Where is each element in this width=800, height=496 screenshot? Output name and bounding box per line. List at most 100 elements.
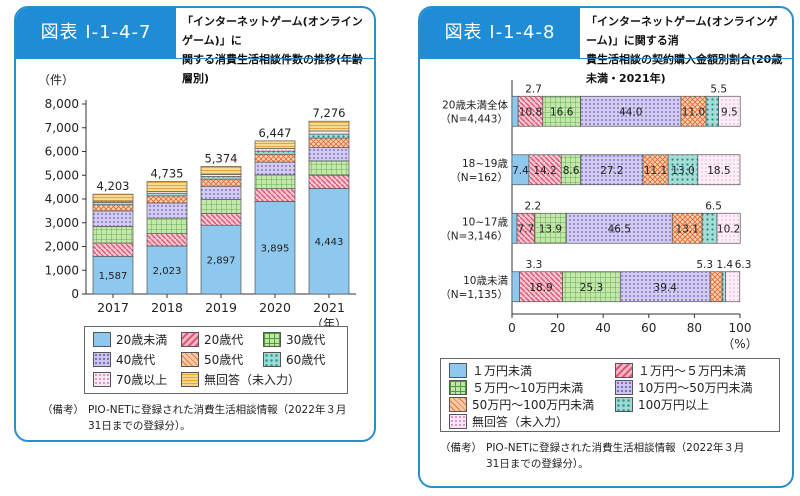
- note-line: PIO-NETに登録された消費生活相談情報（2022年３月: [88, 404, 347, 416]
- bar-segment: [511, 95, 519, 127]
- bar-total-label: 5,374: [205, 151, 238, 165]
- callout-label: 6.3: [735, 259, 752, 271]
- legend-item: ５万円～10万円未満: [449, 379, 583, 396]
- legend-item: １万円未満: [449, 362, 532, 379]
- bar-data-label: 27.2: [600, 165, 623, 177]
- bar-data-label: 13.0: [671, 165, 694, 177]
- bar-segment: [667, 154, 699, 186]
- row-category-n: （N=4,443）: [440, 113, 508, 125]
- x-tick-label: 2021: [313, 300, 345, 315]
- legend-label: 60歳代: [286, 353, 326, 367]
- bar-segment: [146, 233, 188, 247]
- bar-segment: [254, 148, 296, 152]
- figure-id: 図表 I-1-4-8: [420, 8, 580, 58]
- bar-data-label: 25.3: [580, 282, 603, 294]
- bar-segment: [308, 120, 350, 132]
- bar-segment: [92, 204, 134, 212]
- bar-segment: [517, 95, 544, 127]
- row-category-label: 10歳未満: [463, 275, 508, 287]
- legend-item: 50歳代: [181, 351, 243, 368]
- legend-label: 20歳代: [204, 333, 244, 347]
- legend-swatch: [93, 352, 111, 367]
- bar-segment: [200, 178, 242, 187]
- y-tick-label: 5,000: [45, 168, 79, 182]
- legend-item: 40歳代: [93, 351, 155, 368]
- bar-segment: [92, 210, 134, 227]
- bar-segment: [308, 160, 350, 176]
- legend-swatch: [449, 414, 467, 429]
- legend-swatch: [181, 372, 199, 387]
- legend-label: 10万円～50万円未満: [638, 381, 753, 395]
- bar-total-label: 7,276: [313, 106, 346, 120]
- bar-segment: [701, 212, 718, 244]
- bar-segment: [308, 188, 350, 295]
- bar-segment: [92, 193, 134, 202]
- legend-swatch: [449, 363, 467, 378]
- bar-data-label: 3,895: [261, 244, 290, 255]
- bar-segment: [146, 217, 188, 234]
- x-tick-label: 80: [687, 321, 702, 335]
- bar-segment: [511, 271, 520, 303]
- figure-panel-right: 図表 I-1-4-8 「インターネットゲーム(オンラインゲーム)」に関する消 費…: [418, 6, 794, 488]
- stacked-bar-chart: （件） 0 1,000 2,000 3,000 4,000 5,000 6,000 7,000 8…: [38, 73, 356, 331]
- bar-segment: [146, 181, 188, 192]
- y-tick-label: 7,000: [45, 121, 79, 135]
- figure-title: 「インターネットゲーム(オンラインゲーム)」に関する消 費生活相談の契約購入金額…: [586, 12, 786, 88]
- bar-segment: [254, 140, 296, 149]
- x-tick-label: 2019: [205, 300, 237, 315]
- legend-label: 無回答（未入力）: [204, 373, 301, 387]
- row-category-n: （N=3,146）: [440, 230, 508, 242]
- legend-item: 100万円以上: [615, 396, 709, 413]
- bar-segment: [308, 174, 350, 189]
- bar-data-label: 7.4: [512, 165, 529, 177]
- legend-label: 50万円～100万円未満: [472, 398, 595, 412]
- bar-segment: [200, 212, 242, 226]
- legend-item: １万円～５万円未満: [615, 362, 746, 379]
- legend-swatch: [449, 380, 467, 395]
- figure-header: 図表 I-1-4-7 「インターネットゲーム(オンラインゲーム)」に 関する消費…: [16, 8, 374, 85]
- legend-label: 70歳以上: [116, 373, 168, 387]
- bar-segment: [725, 271, 741, 303]
- bar-segment: [254, 150, 296, 155]
- legend-label: 無回答（未入力）: [472, 415, 569, 429]
- bar-segment: [642, 154, 669, 186]
- bar-segment: [697, 154, 741, 186]
- legend-label: 20歳未満: [116, 333, 168, 347]
- y-tick-label: 1,000: [45, 263, 79, 277]
- callout-label: 2.7: [525, 83, 542, 95]
- callout-label: 2.2: [525, 200, 542, 212]
- bar-data-label: 44.0: [619, 106, 642, 118]
- bar-segment: [254, 174, 296, 190]
- legend-swatch: [449, 397, 467, 412]
- bar-segment: [308, 147, 350, 162]
- bar-data-label: 8.6: [563, 165, 580, 177]
- legend-item: 10万円～50万円未満: [615, 379, 753, 396]
- y-tick-label: 8,000: [45, 97, 79, 111]
- callout-label: 3.3: [526, 259, 543, 271]
- figure-title-line: 費生活相談の契約購入金額別割合(20歳未満・2021年): [586, 53, 783, 85]
- figure-id: 図表 I-1-4-7: [16, 8, 176, 58]
- source-note: （備考） PIO-NETに登録された消費生活相談情報（2022年３月 31日まで…: [42, 402, 362, 432]
- legend-label: 100万円以上: [638, 398, 709, 412]
- bar-data-label: 18.5: [707, 165, 730, 177]
- bar-data-label: 9.5: [721, 106, 738, 118]
- x-tick-label: 100: [729, 321, 752, 335]
- legend-label: １万円～５万円未満: [638, 364, 747, 378]
- legend-item: 30歳代: [263, 331, 325, 348]
- bar-segment: [528, 154, 562, 186]
- x-tick-label: 60: [641, 321, 656, 335]
- bar-segment: [308, 137, 350, 148]
- bar-segment: [254, 161, 296, 176]
- bar-segment: [92, 242, 134, 257]
- legend-label: 30歳代: [286, 333, 326, 347]
- legend-item: 70歳以上: [93, 371, 167, 388]
- bar-segment: [200, 176, 242, 180]
- bar-segment: [146, 192, 188, 197]
- bar-segment: [721, 271, 726, 303]
- bar-segment: [200, 199, 242, 214]
- note-line: 31日までの登録分）。: [486, 458, 589, 470]
- figure-header: 図表 I-1-4-8 「インターネットゲーム(オンラインゲーム)」に関する消 費…: [420, 8, 792, 85]
- bar-segment: [619, 271, 711, 303]
- legend-swatch: [93, 372, 111, 387]
- figure-title: 「インターネットゲーム(オンラインゲーム)」に 関する消費生活相談件数の推移(年…: [182, 12, 368, 88]
